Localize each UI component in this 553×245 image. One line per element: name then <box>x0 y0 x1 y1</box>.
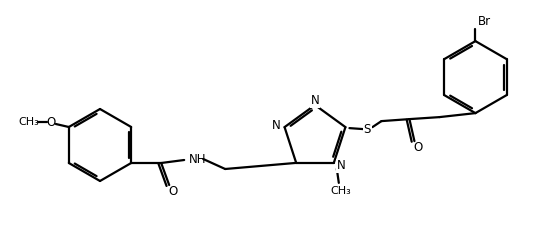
Text: N: N <box>311 95 320 108</box>
Text: NH: NH <box>189 152 207 166</box>
Text: S: S <box>364 122 371 136</box>
Text: Br: Br <box>477 15 491 28</box>
Text: O: O <box>169 184 178 197</box>
Text: N: N <box>272 119 280 132</box>
Text: CH₃: CH₃ <box>18 117 39 127</box>
Text: O: O <box>414 141 423 154</box>
Text: O: O <box>46 115 55 128</box>
Text: N: N <box>337 159 346 172</box>
Text: CH₃: CH₃ <box>331 186 351 196</box>
